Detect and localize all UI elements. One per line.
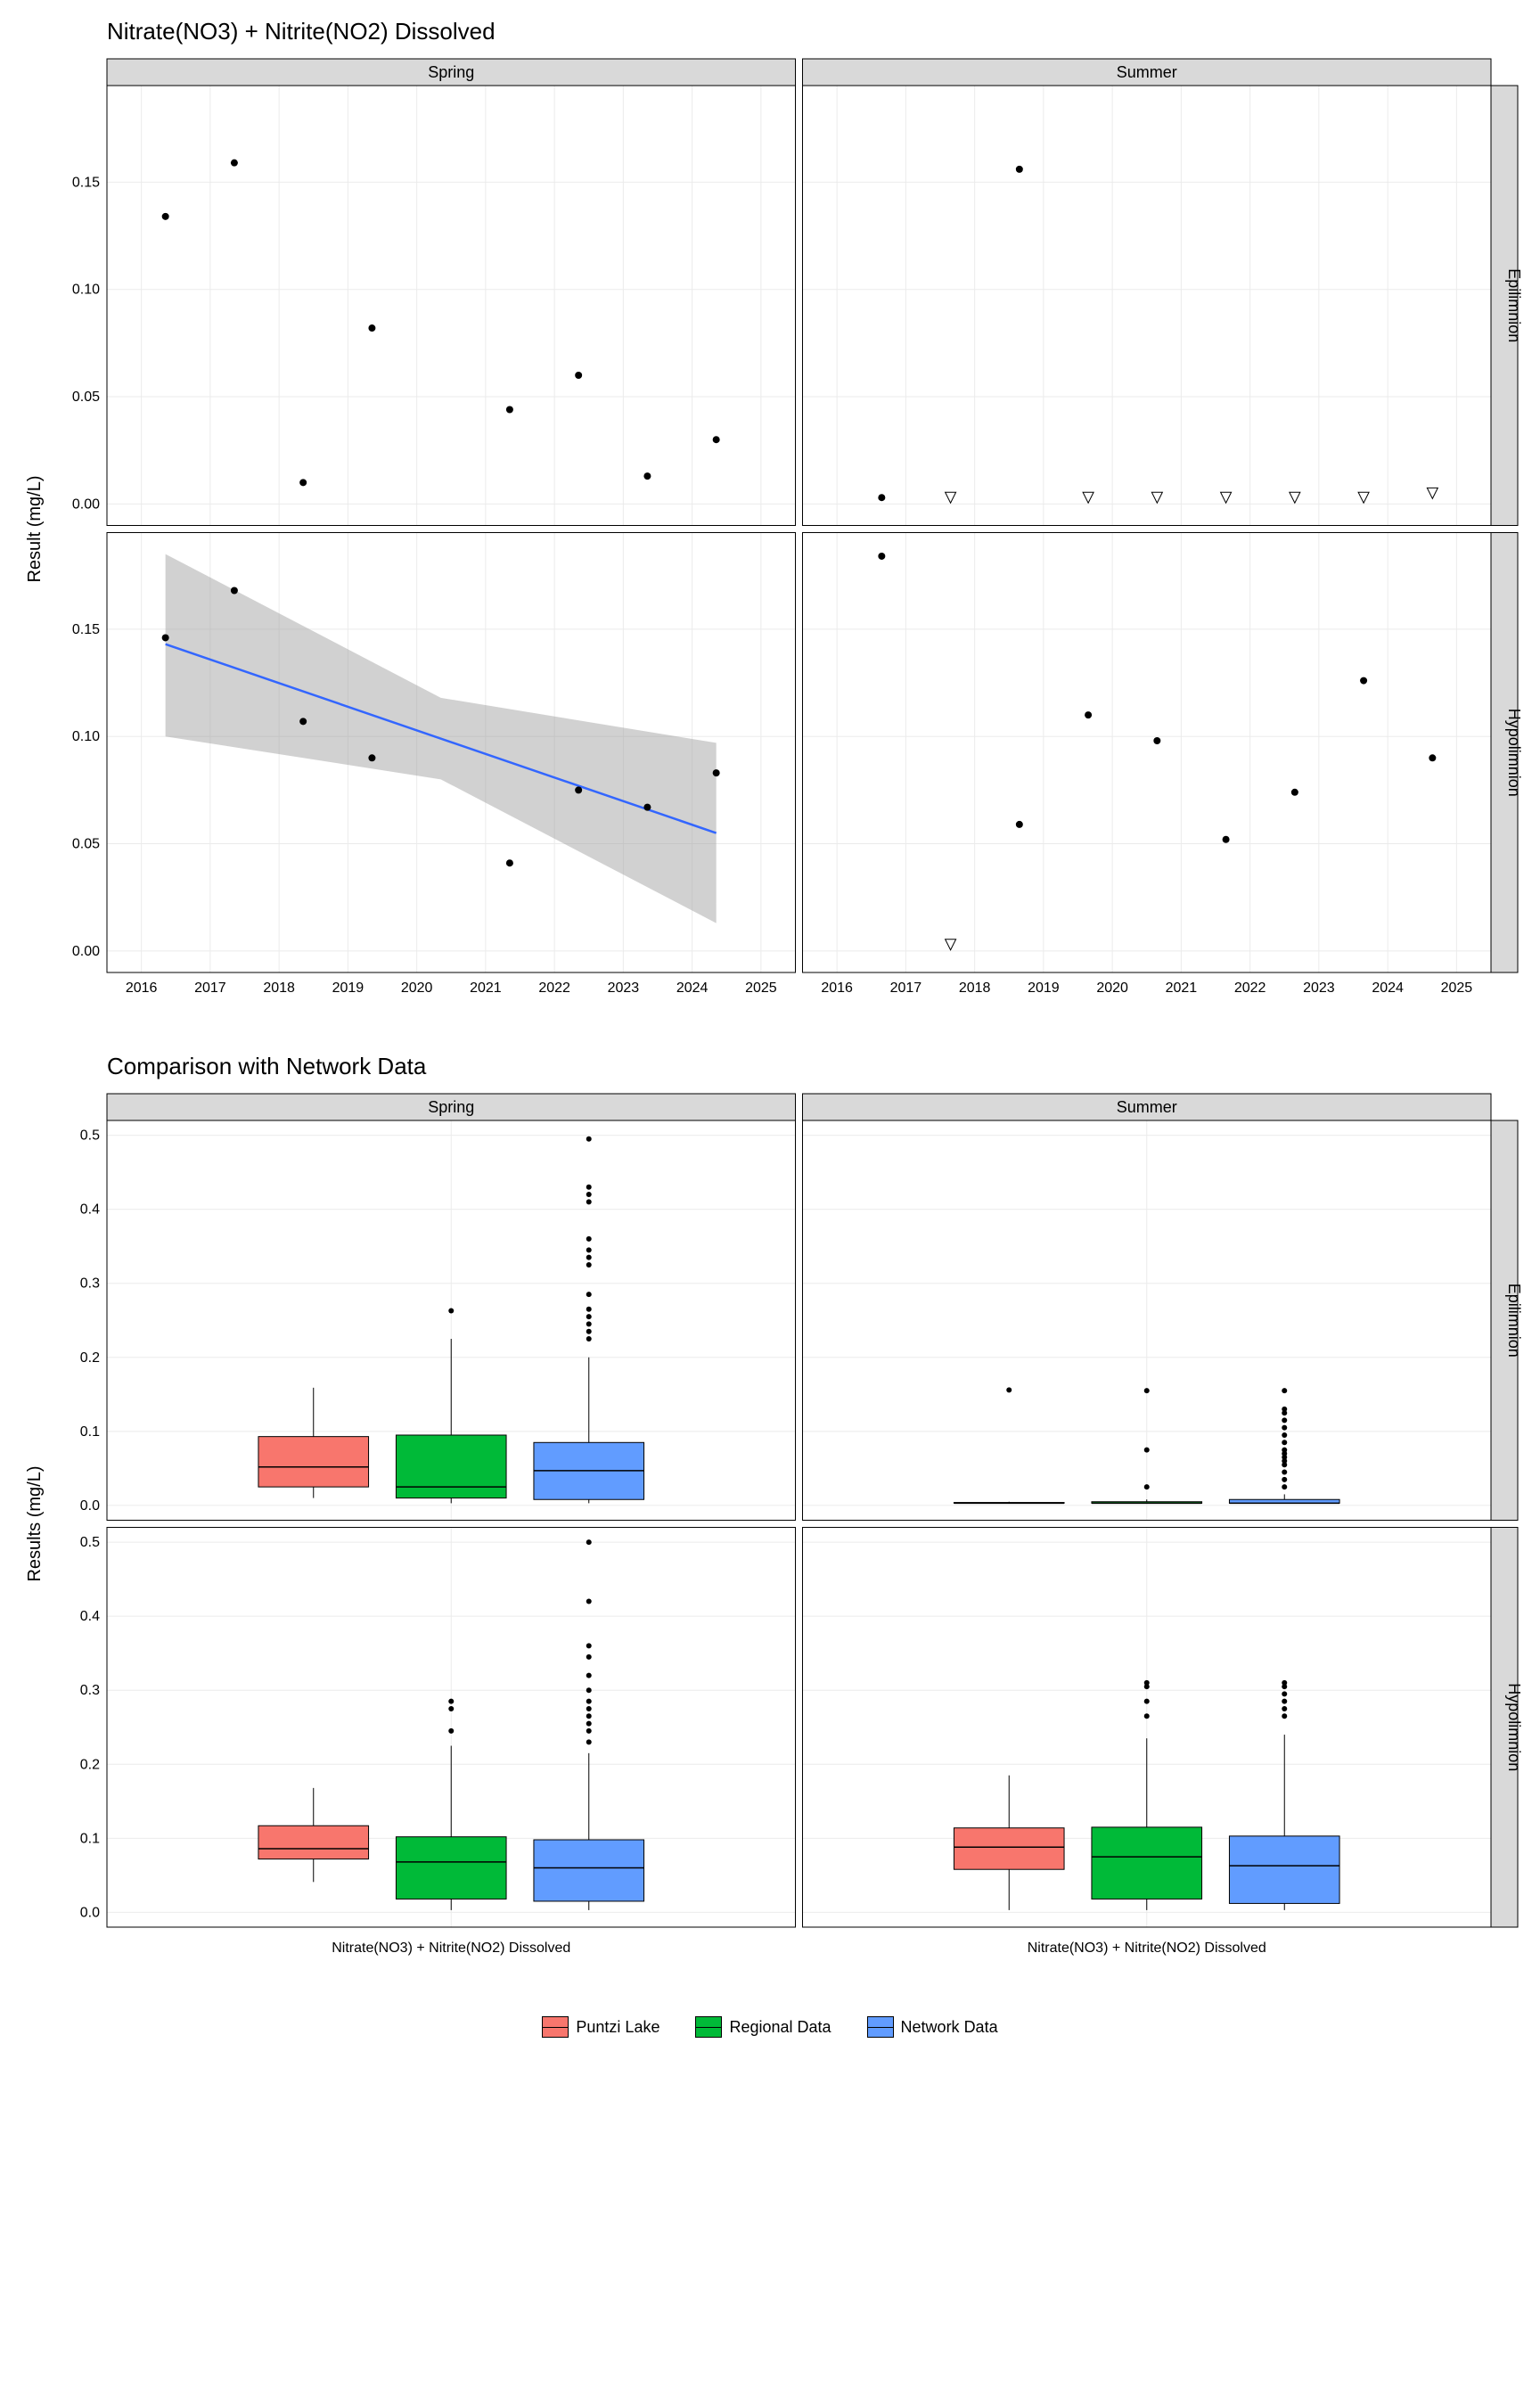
svg-text:0.15: 0.15	[72, 175, 100, 190]
svg-text:Spring: Spring	[428, 1098, 474, 1116]
svg-text:2022: 2022	[1234, 981, 1266, 996]
svg-text:Spring: Spring	[428, 63, 474, 81]
svg-text:2021: 2021	[1166, 981, 1198, 996]
legend-item-regional: Regional Data	[695, 2016, 831, 2038]
svg-text:Hypolimnion: Hypolimnion	[1505, 709, 1522, 797]
legend-label: Regional Data	[729, 2018, 831, 2037]
legend-label: Network Data	[901, 2018, 998, 2037]
svg-text:2019: 2019	[1028, 981, 1060, 996]
svg-text:2024: 2024	[676, 981, 709, 996]
svg-text:0.5: 0.5	[80, 1535, 100, 1550]
legend-box-icon	[542, 2016, 569, 2038]
svg-text:Nitrate(NO3) + Nitrite(NO2) Di: Nitrate(NO3) + Nitrite(NO2) Dissolved	[1028, 1941, 1266, 1956]
svg-text:2020: 2020	[1096, 981, 1128, 996]
chart2-title: Comparison with Network Data	[107, 1053, 1522, 1080]
svg-text:0.05: 0.05	[72, 390, 100, 405]
svg-text:2018: 2018	[959, 981, 991, 996]
svg-text:Summer: Summer	[1117, 1098, 1177, 1116]
scatter-facet-chart: Nitrate(NO3) + Nitrite(NO2) Dissolved Re…	[18, 18, 1522, 1017]
legend-item-network: Network Data	[867, 2016, 998, 2038]
svg-text:0.4: 0.4	[80, 1609, 100, 1624]
svg-text:Epilimnion: Epilimnion	[1505, 268, 1522, 342]
svg-text:0.10: 0.10	[72, 729, 100, 744]
boxplot-facet-chart: Comparison with Network Data Results (mg…	[18, 1053, 1522, 1981]
chart1-title: Nitrate(NO3) + Nitrite(NO2) Dissolved	[107, 18, 1522, 45]
svg-text:2022: 2022	[538, 981, 570, 996]
legend: Puntzi Lake Regional Data Network Data	[18, 2016, 1522, 2038]
svg-text:Nitrate(NO3) + Nitrite(NO2) Di: Nitrate(NO3) + Nitrite(NO2) Dissolved	[332, 1941, 570, 1956]
svg-text:0.15: 0.15	[72, 622, 100, 637]
svg-text:0.5: 0.5	[80, 1128, 100, 1144]
svg-text:Result (mg/L): Result (mg/L)	[25, 475, 45, 582]
svg-text:0.3: 0.3	[80, 1683, 100, 1698]
svg-text:2017: 2017	[890, 981, 922, 996]
svg-text:0.2: 0.2	[80, 1350, 100, 1366]
svg-text:2021: 2021	[470, 981, 502, 996]
svg-text:0.1: 0.1	[80, 1831, 100, 1846]
svg-text:2023: 2023	[608, 981, 640, 996]
svg-text:0.1: 0.1	[80, 1424, 100, 1440]
svg-text:0.4: 0.4	[80, 1202, 100, 1218]
svg-text:Hypolimnion: Hypolimnion	[1505, 1683, 1522, 1771]
svg-text:2020: 2020	[401, 981, 433, 996]
legend-label: Puntzi Lake	[576, 2018, 659, 2037]
svg-text:2018: 2018	[263, 981, 295, 996]
svg-text:2024: 2024	[1372, 981, 1404, 996]
svg-text:Summer: Summer	[1117, 63, 1177, 81]
svg-text:0.3: 0.3	[80, 1276, 100, 1292]
svg-text:2016: 2016	[126, 981, 158, 996]
svg-text:Results (mg/L): Results (mg/L)	[25, 1465, 45, 1581]
svg-text:2016: 2016	[821, 981, 853, 996]
svg-text:2023: 2023	[1303, 981, 1335, 996]
legend-box-icon	[695, 2016, 722, 2038]
svg-text:2025: 2025	[1441, 981, 1473, 996]
svg-text:2025: 2025	[745, 981, 777, 996]
legend-item-puntzi: Puntzi Lake	[542, 2016, 659, 2038]
svg-text:0.0: 0.0	[80, 1498, 100, 1514]
svg-text:2017: 2017	[194, 981, 226, 996]
legend-box-icon	[867, 2016, 894, 2038]
svg-text:Epilimnion: Epilimnion	[1505, 1284, 1522, 1358]
svg-text:0.2: 0.2	[80, 1757, 100, 1772]
svg-text:2019: 2019	[332, 981, 365, 996]
svg-text:0.00: 0.00	[72, 944, 100, 959]
svg-text:0.10: 0.10	[72, 283, 100, 298]
svg-text:0.05: 0.05	[72, 837, 100, 852]
svg-text:0.0: 0.0	[80, 1905, 100, 1920]
svg-text:0.00: 0.00	[72, 496, 100, 512]
